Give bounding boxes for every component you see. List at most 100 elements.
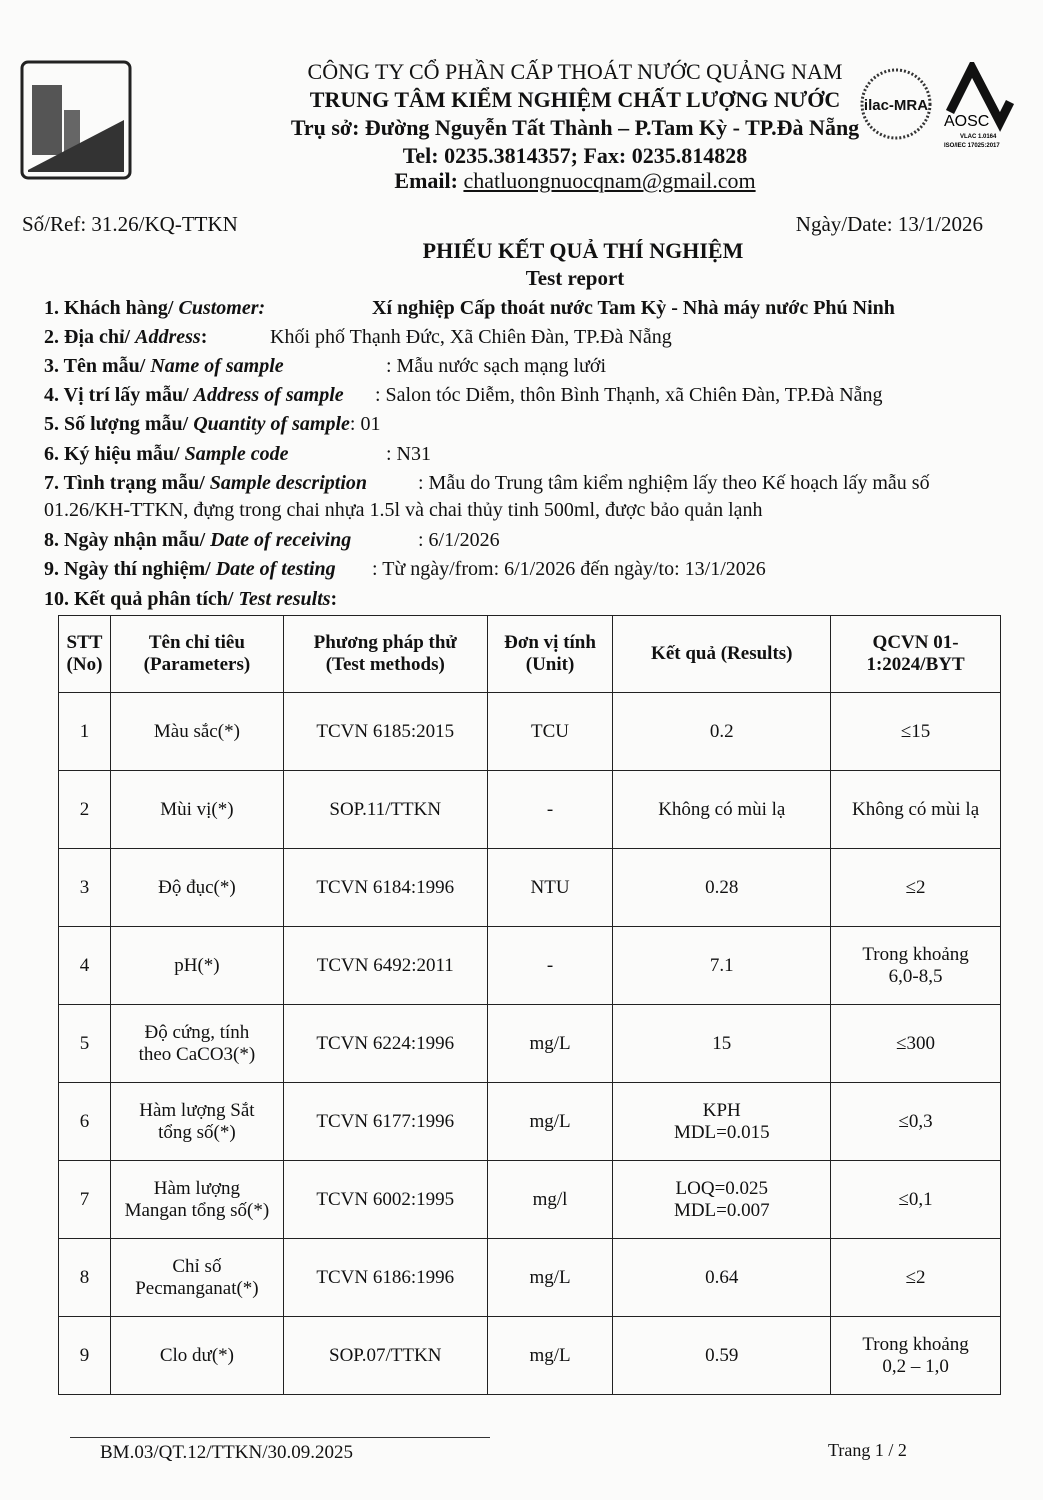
table-cell: 7.1	[612, 926, 832, 1005]
table-cell: Trong khoảng 6,0-8,5	[830, 926, 1001, 1005]
table-cell: mg/L	[486, 1082, 614, 1161]
column-header: Phương pháp thử (Test methods)	[282, 615, 488, 693]
table-cell: 6	[58, 1082, 111, 1161]
accreditation-logos: ilac-MRA AOSC VLAC 1.0164 ISO/IEC 17025:…	[860, 62, 1015, 149]
table-header-row: STT (No) Tên chỉ tiêu (Parameters) Phương …	[58, 615, 1001, 693]
table-cell: SOP.11/TTKN	[282, 770, 488, 849]
table-cell: -	[486, 926, 614, 1005]
address: Trụ sở: Đường Nguyễn Tất Thành – P.Tam K…	[290, 115, 860, 140]
column-header: Kết quả (Results)	[612, 615, 832, 693]
column-header: Tên chỉ tiêu (Parameters)	[109, 615, 284, 693]
table-row: 4 pH(*) TCVN 6492:2011-7.1 Trong khoảng 6,0…	[58, 926, 1001, 1005]
table-cell: 0.64	[612, 1238, 832, 1317]
table-row: 8 Chỉ số Pecmanganat(*) TCVN 6186:1996 mg/L…	[58, 1238, 1001, 1317]
table-cell: 0.2	[612, 692, 832, 771]
table-cell: TCVN 6184:1996	[282, 848, 488, 927]
ref-number: Số/Ref: 31.26/KQ-TTKN	[22, 212, 238, 236]
table-cell: TCVN 6002:1995	[282, 1160, 488, 1239]
table-cell: 9	[58, 1316, 111, 1395]
table-cell: ≤2	[830, 1238, 1001, 1317]
table-row: 7 Hàm lượng Mangan tổng số(*) TCVN 6002:19…	[58, 1160, 1001, 1239]
vlac-text: VLAC 1.0164	[960, 134, 997, 140]
table-cell: 15	[612, 1004, 832, 1083]
column-header: QCVN 01- 1:2024/BYT	[830, 615, 1001, 693]
table-cell: Độ đục(*)	[109, 848, 284, 927]
table-cell: SOP.07/TTKN	[282, 1316, 488, 1395]
form-code: BM.03/QT.12/TTKN/30.09.2025	[100, 1442, 353, 1463]
table-cell: ≤300	[830, 1004, 1001, 1083]
column-header: Đơn vị tính (Unit)	[486, 615, 614, 693]
table-cell: TCU	[486, 692, 614, 771]
sample-code-row: 6. Ký hiệu mẫu/ Sample code: N31	[44, 443, 431, 465]
table-cell: ≤0,3	[830, 1082, 1001, 1161]
table-cell: 0.59	[612, 1316, 832, 1395]
table-cell: Clo dư(*)	[109, 1316, 284, 1395]
table-cell: 1	[58, 692, 111, 771]
sample-name-row: 3. Tên mẫu/ Name of sample: Mẫu nước sạc…	[44, 355, 607, 377]
table-cell: 4	[58, 926, 111, 1005]
table-cell: 0.28	[612, 848, 832, 927]
table-cell: Trong khoảng 0,2 – 1,0	[830, 1316, 1001, 1395]
table-cell: mg/L	[486, 1238, 614, 1317]
report-subtitle: Test report	[525, 266, 625, 290]
iso-text: ISO/IEC 17025:2017	[944, 143, 1000, 149]
center-name: TRUNG TÂM KIỂM NGHIỆM CHẤT LƯỢNG NƯỚC	[309, 87, 841, 112]
table-cell: Hàm lượng Sắt tổng số(*)	[109, 1082, 284, 1161]
table-row: 6 Hàm lượng Sắt tổng số(*) TCVN 6177:1996 m…	[58, 1082, 1001, 1161]
testing-date-row: 9. Ngày thí nghiệm/ Date of testing: Từ …	[44, 558, 766, 580]
table-cell: ≤0,1	[830, 1160, 1001, 1239]
footer-divider	[70, 1437, 490, 1438]
page-number: Trang 1 / 2	[828, 1440, 907, 1460]
table-row: 2 Mùi vị(*) SOP.11/TTKN - Không có mùi lạ Khô…	[58, 770, 1001, 849]
table-cell: TCVN 6224:1996	[282, 1004, 488, 1083]
company-logo	[20, 60, 132, 180]
table-cell: Độ cứng, tính theo CaCO3(*)	[109, 1004, 284, 1083]
table-cell: Mùi vị(*)	[109, 770, 284, 849]
table-cell: ≤2	[830, 848, 1001, 927]
table-row: 3 Độ đục(*) TCVN 6184:1996 NTU 0.28 ≤2	[58, 848, 1001, 927]
table-cell: 7	[58, 1160, 111, 1239]
phone: Tel: 0235.3814357; Fax: 0235.814828	[402, 143, 748, 168]
table-cell: 2	[58, 770, 111, 849]
table-cell: mg/L	[486, 1004, 614, 1083]
table-cell: Chỉ số Pecmanganat(*)	[109, 1238, 284, 1317]
table-cell: TCVN 6177:1996	[282, 1082, 488, 1161]
sample-location-row: 4. Vị trí lấy mẫu/ Address of sample: Sa…	[44, 384, 883, 406]
company-name: CÔNG TY CỔ PHẦN CẤP THOÁT NƯỚC QUẢNG NAM	[307, 59, 843, 84]
table-cell: TCVN 6492:2011	[282, 926, 488, 1005]
table-row: 5 Độ cứng, tính theo CaCO3(*) TCVN 6224:19…	[58, 1004, 1001, 1083]
email-link[interactable]: chatluongnuocqnam@gmail.com	[463, 168, 756, 193]
sample-description-cont: 01.26/KH-TTKN, đựng trong chai nhựa 1.5l…	[44, 499, 763, 521]
table-cell: -	[486, 770, 614, 849]
table-cell: mg/l	[486, 1160, 614, 1239]
ilac-mra-text: ilac-MRA	[864, 97, 928, 114]
table-cell: TCVN 6186:1996	[282, 1238, 488, 1317]
table-cell: LOQ=0.025 MDL=0.007	[612, 1160, 832, 1239]
table-cell: Không có mùi lạ	[830, 770, 1001, 849]
table-cell: KPH MDL=0.015	[612, 1082, 832, 1161]
table-cell: 8	[58, 1238, 111, 1317]
table-cell: pH(*)	[109, 926, 284, 1005]
table-cell: Hàm lượng Mangan tổng số(*)	[109, 1160, 284, 1239]
test-results-heading: 10. Kết quả phân tích/ Test results:	[44, 588, 338, 610]
table-cell: mg/L	[486, 1316, 614, 1395]
table-cell: ≤15	[830, 692, 1001, 771]
table-cell: TCVN 6185:2015	[282, 692, 488, 771]
table-row: 1 Màu sắc(*) TCVN 6185:2015 TCU 0.2 ≤15	[58, 692, 1001, 771]
sample-quantity-row: 5. Số lượng mẫu/ Quantity of sample: 01	[44, 413, 381, 435]
table-cell: Màu sắc(*)	[109, 692, 284, 771]
table-cell: 5	[58, 1004, 111, 1083]
customer-row: 1. Khách hàng/ Customer: Xí nghiệp Cấp th…	[44, 297, 895, 319]
receiving-date-row: 8. Ngày nhận mẫu/ Date of receiving: 6/1…	[44, 529, 500, 551]
results-table: STT (No) Tên chỉ tiêu (Parameters) Phương …	[58, 615, 1001, 1395]
report-title: PHIẾU KẾT QUẢ THÍ NGHIỆM	[422, 238, 744, 263]
sample-description-row: 7. Tình trạng mẫu/ Sample description: M…	[44, 472, 930, 494]
table-row: 9 Clo dư(*) SOP.07/TTKN mg/L 0.59 Trong khoản…	[58, 1316, 1001, 1395]
table-cell: 3	[58, 848, 111, 927]
email-label: Email:	[394, 168, 458, 193]
report-date: Ngày/Date: 13/1/2026	[795, 212, 983, 236]
table-cell: Không có mùi lạ	[612, 770, 832, 849]
table-cell: NTU	[486, 848, 614, 927]
aosc-text: AOSC	[944, 113, 989, 130]
address-row: 2. Địa chỉ/ Address: Khối phố Thạnh Đức, …	[44, 326, 672, 348]
